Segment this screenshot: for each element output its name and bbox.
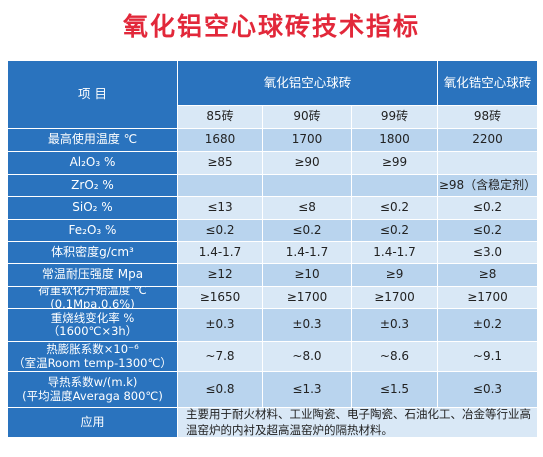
row-label: 荷重软化开始温度 ℃ (0.1Mpa,0.6%) (8, 287, 177, 308)
table-cell: ≤1.5 (352, 372, 437, 407)
table-cell: ≥1700 (263, 287, 351, 308)
spec-table: 项 目 氧化铝空心球砖 氧化锆空心球砖 85砖 90砖 99砖 98砖 最高使用… (7, 60, 538, 453)
application-label: 应用 (8, 408, 177, 437)
table-cell: ±0.2 (438, 309, 537, 341)
header-zirconia-group: 氧化锆空心球砖 (438, 61, 537, 105)
row-label-line1: 荷重软化开始温度 ℃ (38, 287, 147, 298)
grade-85: 85砖 (178, 106, 262, 128)
table-cell: ≤0.2 (352, 220, 437, 241)
table-cell: ≥8 (438, 264, 537, 286)
table-cell: 2200 (438, 129, 537, 151)
table-cell: ≥99 (352, 152, 437, 174)
table-cell: 1680 (178, 129, 262, 151)
row-label: Fe₂O₃ % (8, 220, 177, 241)
table-cell: ≥1700 (352, 287, 437, 308)
table-cell: ≥1700 (438, 287, 537, 308)
row-label-line1: 热膨胀系数×10⁻⁶ (46, 342, 139, 357)
page-title: 氧化铝空心球砖技术指标 (122, 12, 420, 41)
table-cell: ≤1.3 (263, 372, 351, 407)
header-alumina-group: 氧化铝空心球砖 (178, 61, 437, 105)
row-label-line1: 导热系数w/(m.k) (47, 375, 138, 390)
table-cell: 1.4-1.7 (352, 242, 437, 263)
table-cell: ≥12 (178, 264, 262, 286)
table-cell: ≤13 (178, 197, 262, 219)
table-cell (352, 175, 437, 196)
table-cell: ≤0.3 (438, 372, 537, 407)
grade-99: 99砖 (352, 106, 437, 128)
table-cell: ≥10 (263, 264, 351, 286)
table-cell: ~8.6 (352, 342, 437, 371)
table-cell (263, 175, 351, 196)
table-cell: ≤8 (263, 197, 351, 219)
table-cell: 1.4-1.7 (178, 242, 262, 263)
table-cell (438, 152, 537, 174)
row-label: 重烧线变化率 % （1600℃×3h） (8, 309, 177, 341)
table-cell: ≤0.2 (438, 197, 537, 219)
row-label-line2: (0.1Mpa,0.6%) (50, 296, 135, 308)
table-cell: ±0.3 (263, 309, 351, 341)
grade-90: 90砖 (263, 106, 351, 128)
table-cell: ≤0.8 (178, 372, 262, 407)
table-cell: ±0.3 (352, 309, 437, 341)
table-cell: ~8.0 (263, 342, 351, 371)
table-cell: 1.4-1.7 (263, 242, 351, 263)
row-label: ZrO₂ % (8, 175, 177, 196)
row-label: SiO₂ % (8, 197, 177, 219)
row-label: 常温耐压强度 Mpa (8, 264, 177, 286)
row-label-line2: （1600℃×3h） (47, 324, 138, 338)
table-cell: ≤0.2 (263, 220, 351, 241)
table-cell: ≥1650 (178, 287, 262, 308)
table-cell: ≤0.2 (438, 220, 537, 241)
table-cell: ~7.8 (178, 342, 262, 371)
row-label: 热膨胀系数×10⁻⁶ （室温Room temp-1300℃） (8, 342, 177, 371)
table-cell: ≥9 (352, 264, 437, 286)
row-label: Al₂O₃ % (8, 152, 177, 174)
grade-98: 98砖 (438, 106, 537, 128)
application-text: 主要用于耐火材料、工业陶瓷、电子陶瓷、石油化工、冶金等行业高温窑炉的内衬及超高温… (178, 408, 537, 437)
row-label: 最高使用温度 ℃ (8, 129, 177, 151)
row-label-line1: 重烧线变化率 % (50, 310, 135, 325)
table-cell: ±0.3 (178, 309, 262, 341)
row-label-line2: （室温Room temp-1300℃） (13, 355, 172, 370)
table-cell: ~9.1 (438, 342, 537, 371)
table-cell (178, 175, 262, 196)
table-cell: ≥90 (263, 152, 351, 174)
header-item: 项 目 (8, 61, 177, 128)
table-cell: 1700 (263, 129, 351, 151)
row-label-line2: (平均温度Averaga 800℃) (22, 388, 163, 403)
table-cell: ≤0.2 (352, 197, 437, 219)
row-label: 导热系数w/(m.k) (平均温度Averaga 800℃) (8, 372, 177, 407)
table-cell: ≥85 (178, 152, 262, 174)
table-cell: ≥98（含稳定剂） (438, 175, 537, 196)
row-label: 体积密度g/cm³ (8, 242, 177, 263)
table-cell: ≤0.2 (178, 220, 262, 241)
table-cell: ≤3.0 (438, 242, 537, 263)
table-cell: 1800 (352, 129, 437, 151)
